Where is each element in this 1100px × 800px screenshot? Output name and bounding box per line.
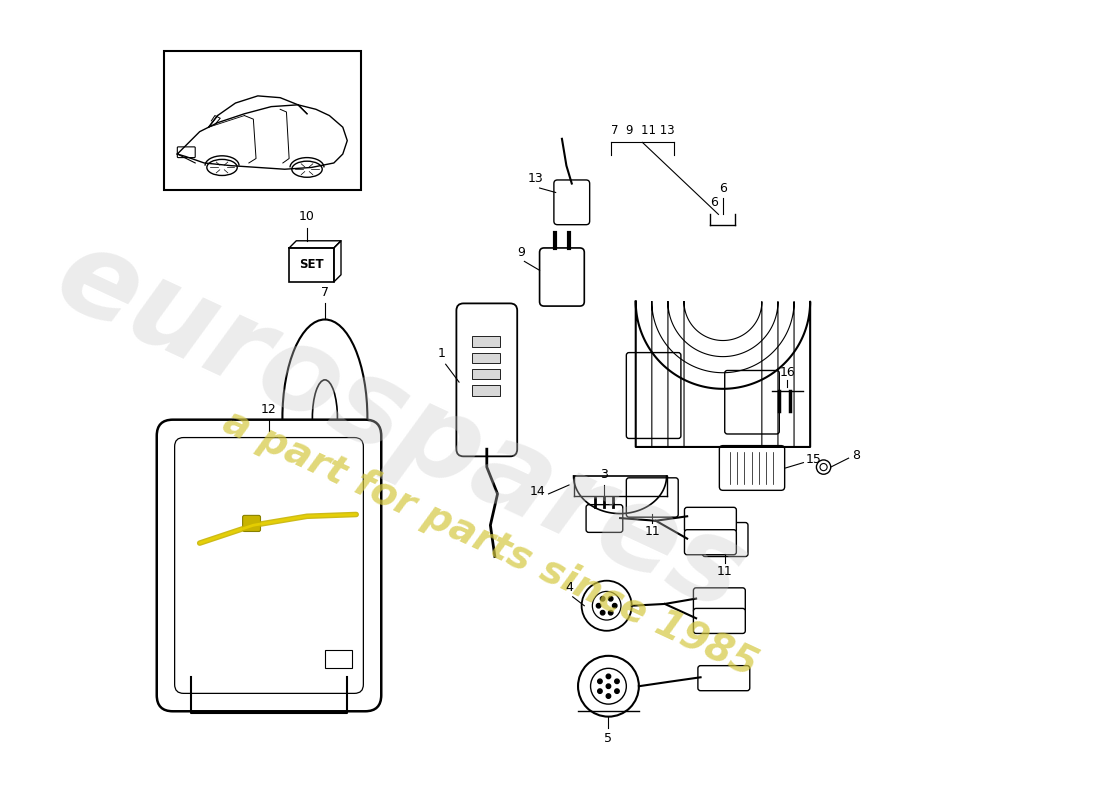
Text: 7: 7	[321, 286, 329, 299]
Text: 6: 6	[719, 182, 727, 194]
Circle shape	[606, 674, 610, 678]
Circle shape	[606, 684, 610, 689]
Circle shape	[596, 603, 601, 608]
FancyBboxPatch shape	[175, 438, 363, 694]
Text: 5: 5	[604, 732, 613, 745]
Circle shape	[820, 463, 827, 470]
FancyBboxPatch shape	[693, 588, 746, 613]
FancyBboxPatch shape	[243, 515, 261, 531]
Circle shape	[615, 679, 619, 683]
Ellipse shape	[292, 161, 322, 178]
Circle shape	[606, 694, 610, 698]
Circle shape	[591, 668, 626, 704]
Text: 14: 14	[529, 485, 544, 498]
FancyBboxPatch shape	[684, 507, 736, 532]
Circle shape	[601, 610, 605, 615]
FancyBboxPatch shape	[703, 522, 748, 557]
Text: 13: 13	[528, 172, 543, 186]
Text: 12: 12	[261, 403, 276, 416]
FancyBboxPatch shape	[684, 530, 736, 554]
Ellipse shape	[312, 380, 338, 456]
Text: 4: 4	[565, 581, 573, 594]
Bar	[289, 248, 333, 282]
Text: 6: 6	[711, 196, 718, 209]
FancyBboxPatch shape	[554, 180, 590, 225]
FancyBboxPatch shape	[697, 666, 750, 690]
Circle shape	[597, 679, 602, 683]
Circle shape	[597, 689, 602, 694]
FancyBboxPatch shape	[472, 353, 500, 363]
Circle shape	[582, 581, 631, 630]
Circle shape	[578, 656, 639, 717]
Text: 8: 8	[852, 449, 860, 462]
FancyBboxPatch shape	[472, 385, 500, 395]
Circle shape	[601, 597, 605, 601]
Text: 7  9  11 13: 7 9 11 13	[610, 124, 674, 137]
Circle shape	[592, 591, 622, 620]
FancyBboxPatch shape	[156, 420, 382, 711]
FancyBboxPatch shape	[626, 478, 679, 517]
FancyBboxPatch shape	[177, 147, 195, 158]
Circle shape	[608, 610, 613, 615]
Text: 11: 11	[645, 526, 660, 538]
Text: a part for parts since 1985: a part for parts since 1985	[218, 402, 763, 684]
FancyBboxPatch shape	[725, 370, 779, 434]
FancyBboxPatch shape	[693, 609, 746, 634]
Ellipse shape	[283, 319, 367, 516]
Text: 16: 16	[780, 366, 795, 378]
Bar	[324, 650, 352, 668]
Text: 10: 10	[299, 210, 315, 223]
Circle shape	[615, 689, 619, 694]
FancyBboxPatch shape	[456, 303, 517, 456]
Circle shape	[816, 460, 831, 474]
FancyBboxPatch shape	[626, 353, 681, 438]
FancyBboxPatch shape	[719, 446, 784, 490]
Circle shape	[608, 597, 613, 601]
Text: 1: 1	[438, 346, 446, 360]
FancyBboxPatch shape	[586, 505, 623, 532]
Text: 3: 3	[600, 468, 608, 482]
FancyBboxPatch shape	[540, 248, 584, 306]
FancyBboxPatch shape	[472, 369, 500, 379]
Text: 15: 15	[806, 454, 822, 466]
Bar	[164, 51, 361, 190]
Text: SET: SET	[299, 258, 323, 271]
Ellipse shape	[207, 159, 238, 175]
Text: 9: 9	[517, 246, 525, 258]
Text: 11: 11	[717, 565, 733, 578]
Text: eurospares: eurospares	[39, 217, 763, 637]
FancyBboxPatch shape	[472, 337, 500, 347]
Circle shape	[613, 603, 617, 608]
